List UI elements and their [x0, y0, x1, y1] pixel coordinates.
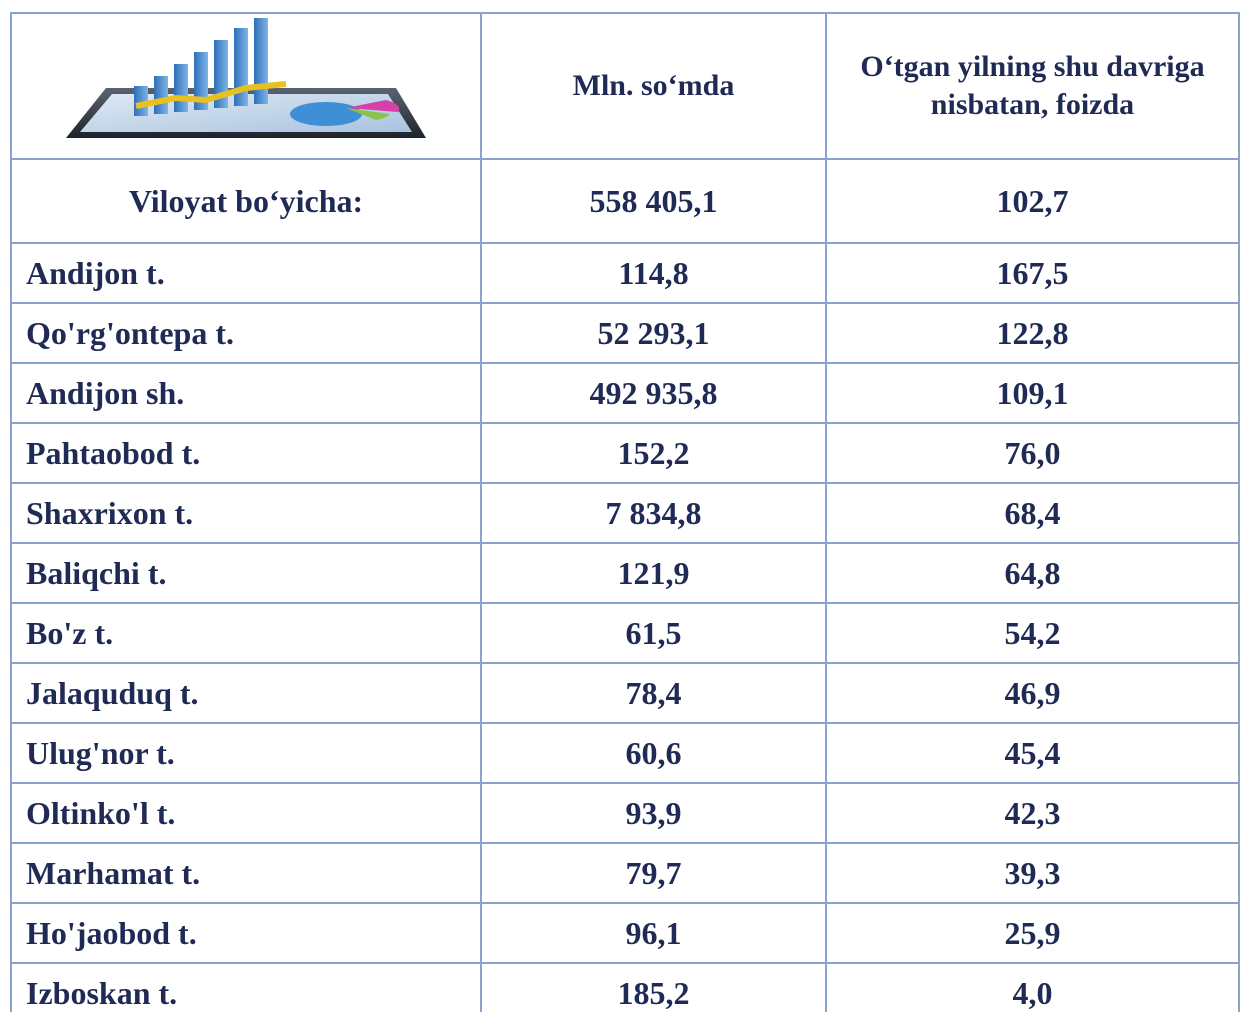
- total-row: Viloyat bo‘yicha: 558 405,1 102,7: [10, 158, 1240, 244]
- amount-cell: 61,5: [480, 602, 827, 664]
- table-row: Ulug'nor t. 60,6 45,4: [10, 722, 1240, 784]
- amount-cell: 558 405,1: [480, 158, 827, 244]
- region-name: Shaxrixon t.: [10, 482, 482, 544]
- table-row: Jalaquduq t. 78,4 46,9: [10, 662, 1240, 724]
- chart-illustration: [66, 18, 426, 138]
- amount-cell: 60,6: [480, 722, 827, 784]
- amount-cell: 121,9: [480, 542, 827, 604]
- amount-cell: 78,4: [480, 662, 827, 724]
- percent-cell: 122,8: [825, 302, 1240, 364]
- table-row: Pahtaobod t. 152,2 76,0: [10, 422, 1240, 484]
- percent-cell: 76,0: [825, 422, 1240, 484]
- table-row: Oltinko'l t. 93,9 42,3: [10, 782, 1240, 844]
- region-name: Baliqchi t.: [10, 542, 482, 604]
- header-cell: O‘tgan yilning shu davriga nisbatan, foi…: [825, 12, 1240, 160]
- table-row: Baliqchi t. 121,9 64,8: [10, 542, 1240, 604]
- region-name: Pahtaobod t.: [10, 422, 482, 484]
- percent-cell: 46,9: [825, 662, 1240, 724]
- region-name: Andijon sh.: [10, 362, 482, 424]
- region-name: Viloyat bo‘yicha:: [10, 158, 482, 244]
- percent-cell: 39,3: [825, 842, 1240, 904]
- table-row: Shaxrixon t. 7 834,8 68,4: [10, 482, 1240, 544]
- amount-cell: 93,9: [480, 782, 827, 844]
- amount-cell: 152,2: [480, 422, 827, 484]
- region-name: Bo'z t.: [10, 602, 482, 664]
- table-row: Ho'jaobod t. 96,1 25,9: [10, 902, 1240, 964]
- percent-cell: 68,4: [825, 482, 1240, 544]
- table-row: Bo'z t. 61,5 54,2: [10, 602, 1240, 664]
- region-name: Qo'rg'ontepa t.: [10, 302, 482, 364]
- amount-cell: 185,2: [480, 962, 827, 1012]
- region-name: Ho'jaobod t.: [10, 902, 482, 964]
- percent-cell: 45,4: [825, 722, 1240, 784]
- region-name: Andijon t.: [10, 242, 482, 304]
- amount-cell: 492 935,8: [480, 362, 827, 424]
- percent-cell: 167,5: [825, 242, 1240, 304]
- percent-cell: 25,9: [825, 902, 1240, 964]
- percent-cell: 54,2: [825, 602, 1240, 664]
- region-name: Ulug'nor t.: [10, 722, 482, 784]
- table-row: Izboskan t. 185,2 4,0: [10, 962, 1240, 1012]
- header-cell: Mln. so‘mda: [480, 12, 827, 160]
- amount-cell: 114,8: [480, 242, 827, 304]
- percent-cell: 102,7: [825, 158, 1240, 244]
- amount-cell: 96,1: [480, 902, 827, 964]
- region-name: Izboskan t.: [10, 962, 482, 1012]
- data-table: Mln. so‘mda O‘tgan yilning shu davriga n…: [10, 12, 1240, 1012]
- amount-cell: 52 293,1: [480, 302, 827, 364]
- table-row: Qo'rg'ontepa t. 52 293,1 122,8: [10, 302, 1240, 364]
- percent-cell: 109,1: [825, 362, 1240, 424]
- table-row: Marhamat t. 79,7 39,3: [10, 842, 1240, 904]
- table-row: Andijon t. 114,8 167,5: [10, 242, 1240, 304]
- percent-cell: 64,8: [825, 542, 1240, 604]
- percent-cell: 4,0: [825, 962, 1240, 1012]
- region-name: Jalaquduq t.: [10, 662, 482, 724]
- region-name: Oltinko'l t.: [10, 782, 482, 844]
- amount-cell: 79,7: [480, 842, 827, 904]
- amount-cell: 7 834,8: [480, 482, 827, 544]
- header-row: Mln. so‘mda O‘tgan yilning shu davriga n…: [10, 12, 1240, 160]
- region-name: Marhamat t.: [10, 842, 482, 904]
- percent-cell: 42,3: [825, 782, 1240, 844]
- header-image-cell: [10, 12, 482, 160]
- table-row: Andijon sh. 492 935,8 109,1: [10, 362, 1240, 424]
- table-body: Viloyat bo‘yicha: 558 405,1 102,7 Andijo…: [10, 158, 1240, 1012]
